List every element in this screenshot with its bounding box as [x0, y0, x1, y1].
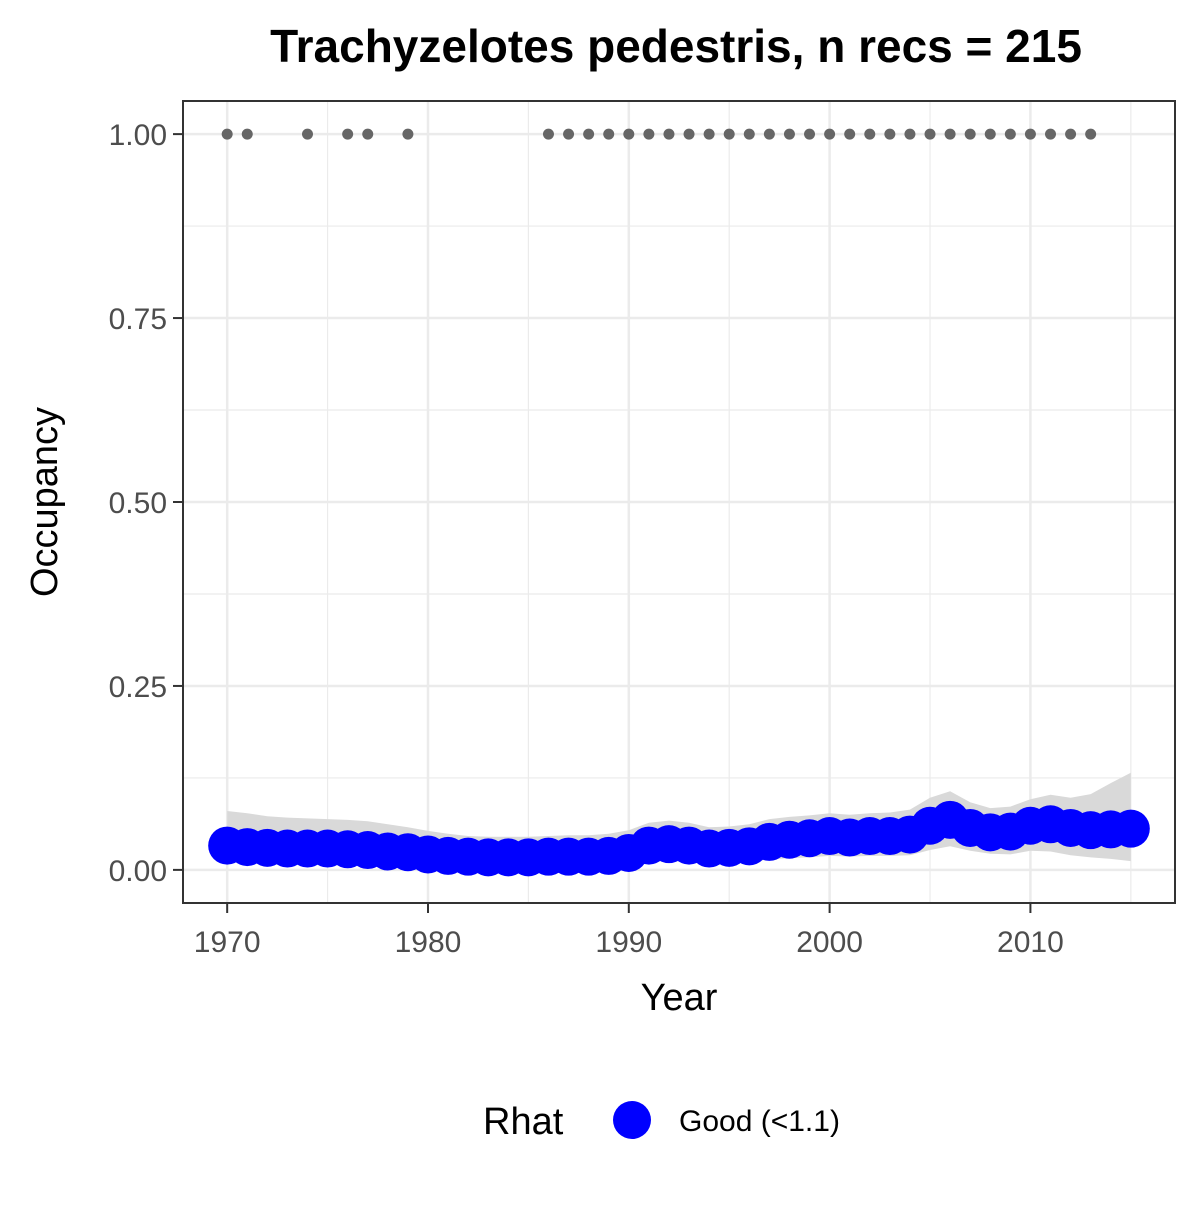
record-dot-1991 [643, 128, 655, 140]
record-dot-2009 [1004, 128, 1016, 140]
record-dot-1987 [563, 128, 575, 140]
record-dot-1988 [583, 128, 595, 140]
record-dot-1994 [703, 128, 715, 140]
record-dot-1977 [362, 128, 374, 140]
x-tick-label: 1990 [595, 926, 662, 959]
legend: Rhat Good (<1.1) [483, 1101, 840, 1143]
record-dot-1996 [743, 128, 755, 140]
record-dot-2011 [1044, 128, 1056, 140]
record-dot-2010 [1024, 128, 1036, 140]
x-axis-title: Year [641, 977, 718, 1019]
y-tick-label: 0.50 [109, 487, 167, 520]
occupancy-point-2015 [1111, 809, 1150, 848]
record-dot-1989 [603, 128, 615, 140]
y-tick-label: 0.25 [109, 671, 167, 704]
record-dot-2013 [1085, 128, 1097, 140]
record-dot-1993 [683, 128, 695, 140]
legend-key-good [613, 1101, 651, 1139]
y-tick-label: 1.00 [109, 119, 167, 152]
record-dot-1974 [302, 128, 314, 140]
y-tick-label: 0.75 [109, 303, 167, 336]
chart-title: Trachyzelotes pedestris, n recs = 215 [270, 20, 1082, 72]
record-dot-1976 [342, 128, 354, 140]
record-dot-2003 [884, 128, 896, 140]
record-dot-1971 [241, 128, 253, 140]
record-dot-2004 [904, 128, 916, 140]
y-axis-title: Occupancy [24, 407, 66, 597]
record-dot-1998 [783, 128, 795, 140]
record-dot-2001 [844, 128, 856, 140]
legend-label-good: Good (<1.1) [679, 1105, 840, 1138]
record-dot-1979 [402, 128, 414, 140]
x-tick-label: 2010 [997, 926, 1064, 959]
record-dot-2006 [944, 128, 956, 140]
grid-lines [183, 101, 1175, 903]
record-dot-1970 [221, 128, 233, 140]
x-tick-label: 2000 [796, 926, 863, 959]
axes-layer: 0.00 0.25 0.50 0.75 1.00 1970 1980 1990 2000 2010 [109, 119, 1064, 959]
record-dot-2012 [1065, 128, 1077, 140]
record-dot-1999 [804, 128, 816, 140]
record-dots-layer [221, 128, 1097, 140]
record-dot-2002 [864, 128, 876, 140]
x-tick-label: 1970 [194, 926, 261, 959]
record-dot-1990 [623, 128, 635, 140]
record-dot-1986 [542, 128, 554, 140]
record-dot-1997 [763, 128, 775, 140]
record-dot-1992 [663, 128, 675, 140]
legend-title: Rhat [483, 1101, 564, 1143]
record-dot-2000 [824, 128, 836, 140]
y-tick-label: 0.00 [109, 855, 167, 888]
occupancy-points-layer [208, 800, 1150, 877]
record-dot-1995 [723, 128, 735, 140]
record-dot-2005 [924, 128, 936, 140]
record-dot-2007 [964, 128, 976, 140]
record-dot-2008 [984, 128, 996, 140]
x-tick-label: 1980 [395, 926, 462, 959]
